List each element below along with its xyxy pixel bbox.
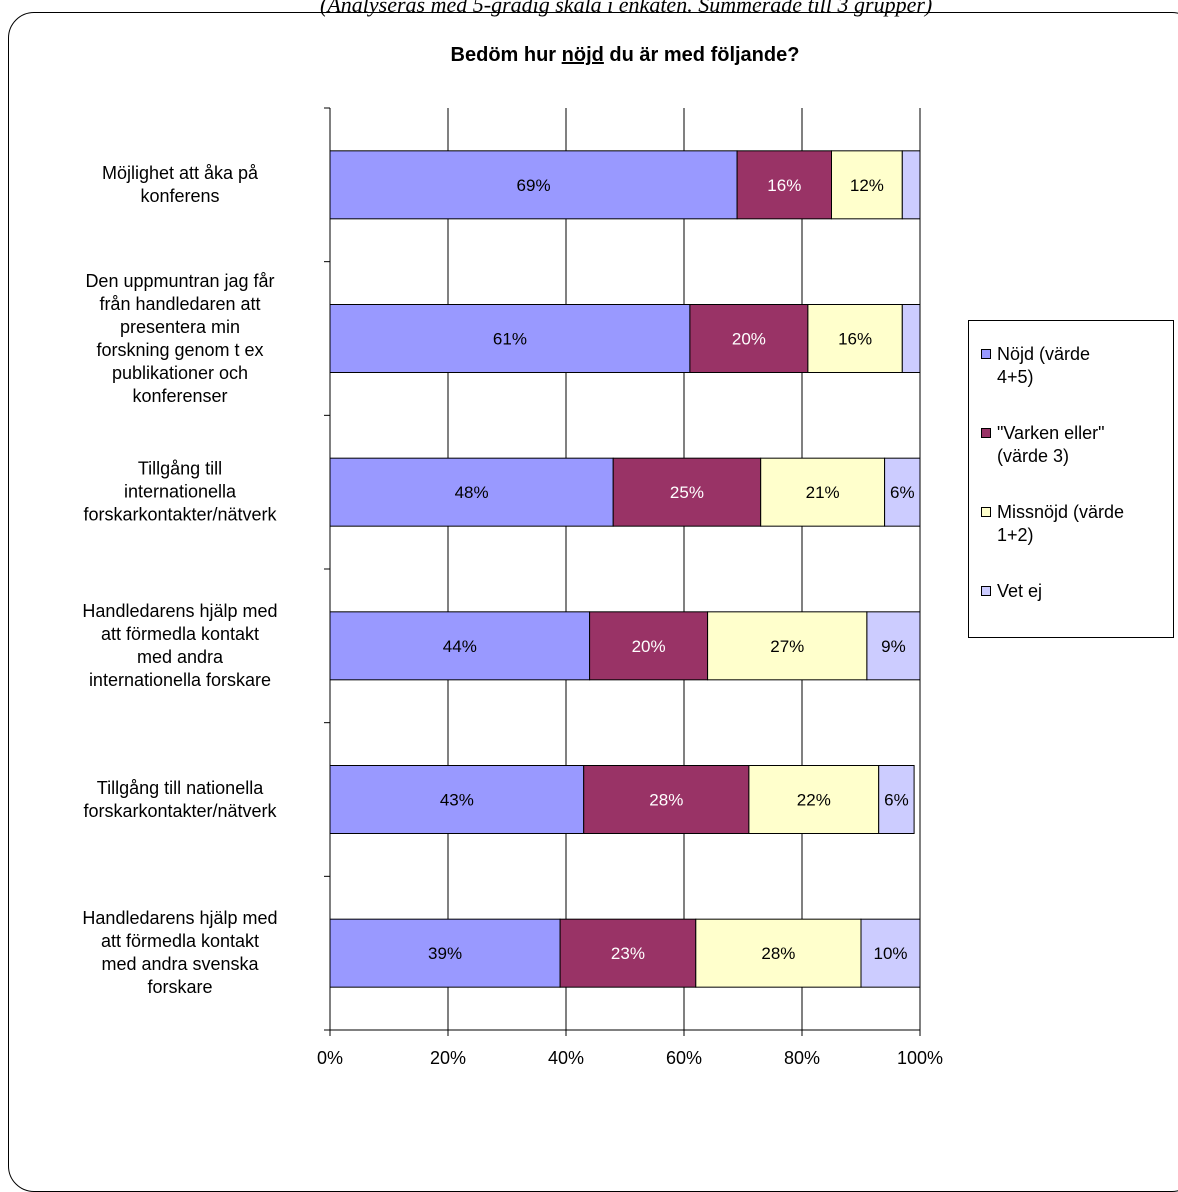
x-tick-label: 80% <box>784 1048 820 1068</box>
bar-segment <box>329 150 738 220</box>
chart-title-part-1: Bedöm hur <box>450 44 562 66</box>
bar-segment <box>707 611 868 681</box>
x-tick-label: 20% <box>430 1048 466 1068</box>
legend-swatch <box>981 349 991 359</box>
data-label: 43% <box>440 791 474 810</box>
bar-segment <box>329 765 585 834</box>
data-label: 10% <box>873 944 907 963</box>
category-label: Handledarens hjälp med att förmedla konta… <box>82 908 278 998</box>
legend-swatch <box>981 507 991 517</box>
data-label: 9% <box>881 637 906 656</box>
bar-segment <box>866 611 921 681</box>
data-label: 69% <box>517 176 551 195</box>
data-label: 28% <box>649 791 683 810</box>
legend-label: Vet ej <box>997 581 1043 601</box>
x-tick-label: 40% <box>548 1048 584 1068</box>
data-label: 21% <box>806 483 840 502</box>
bar-segment <box>860 918 921 988</box>
bar-segment <box>884 457 921 527</box>
category-label: Tillgång till internationella forskarkonta… <box>83 458 277 525</box>
legend-swatch <box>981 586 991 596</box>
chart-title-emphasis: nöjd <box>561 44 604 66</box>
bar-segment <box>329 457 614 527</box>
bar-segment <box>807 304 903 373</box>
data-label: 25% <box>670 483 704 502</box>
legend-swatch <box>981 428 991 438</box>
data-label: 20% <box>732 330 766 349</box>
legend-label: Missnöjd (värde 1+2) <box>997 502 1125 545</box>
bar-segment <box>901 150 921 220</box>
bar-segment <box>583 765 750 834</box>
x-tick-label: 0% <box>317 1048 343 1068</box>
bar-segment <box>878 765 915 834</box>
legend-label: Nöjd (värde 4+5) <box>997 344 1091 387</box>
category-label: Möjlighet att åka på konferens <box>101 162 259 206</box>
x-tick-label: 60% <box>666 1048 702 1068</box>
category-label: Handledarens hjälp med att förmedla konta… <box>82 600 278 690</box>
chart-title: Bedöm hur nöjd du är med följande? <box>330 44 920 67</box>
bar-segment <box>695 918 862 988</box>
data-label: 6% <box>890 483 915 502</box>
bar-segment <box>748 765 880 834</box>
legend-label: "Varken eller" (värde 3) <box>997 423 1105 466</box>
data-label: 44% <box>443 637 477 656</box>
bar-segment <box>901 304 921 373</box>
bar-segment <box>736 150 832 220</box>
bar-segment <box>559 918 697 988</box>
data-label: 28% <box>761 944 795 963</box>
data-label: 16% <box>767 176 801 195</box>
data-label: 27% <box>770 637 804 656</box>
data-label: 12% <box>850 176 884 195</box>
bar-segment <box>329 611 591 681</box>
bar-segment <box>689 304 809 373</box>
data-label: 20% <box>632 637 666 656</box>
legend: Nöjd (värde 4+5) "Varken eller" (värde 3) Mi… <box>968 320 1174 638</box>
bar-segment <box>612 457 762 527</box>
data-label: 23% <box>611 944 645 963</box>
data-label: 6% <box>884 791 909 810</box>
category-label: Den uppmuntran jag får från handledaren a… <box>85 270 275 406</box>
data-label: 48% <box>455 483 489 502</box>
bar-segment <box>589 611 709 681</box>
category-label: Tillgång till nationella forskarkontakter… <box>83 777 277 821</box>
chart-title-part-3: du är med följande? <box>603 44 800 66</box>
bar-segment <box>329 918 561 988</box>
bar-segment <box>831 150 903 220</box>
bar-segment <box>760 457 886 527</box>
x-tick-label: 100% <box>897 1048 943 1068</box>
data-label: 61% <box>493 330 527 349</box>
bar-segment <box>329 304 691 373</box>
data-label: 22% <box>797 791 831 810</box>
data-label: 39% <box>428 944 462 963</box>
data-label: 16% <box>838 330 872 349</box>
